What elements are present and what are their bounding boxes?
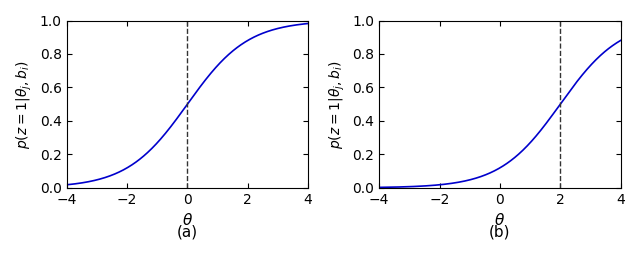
Text: (a): (a): [177, 225, 198, 240]
Text: (b): (b): [489, 225, 511, 240]
X-axis label: $\theta$: $\theta$: [494, 212, 506, 228]
Y-axis label: $p(z=1|\theta_j, b_i)$: $p(z=1|\theta_j, b_i)$: [15, 60, 35, 149]
Y-axis label: $p(z=1|\theta_j, b_i)$: $p(z=1|\theta_j, b_i)$: [328, 60, 347, 149]
X-axis label: $\theta$: $\theta$: [182, 212, 193, 228]
